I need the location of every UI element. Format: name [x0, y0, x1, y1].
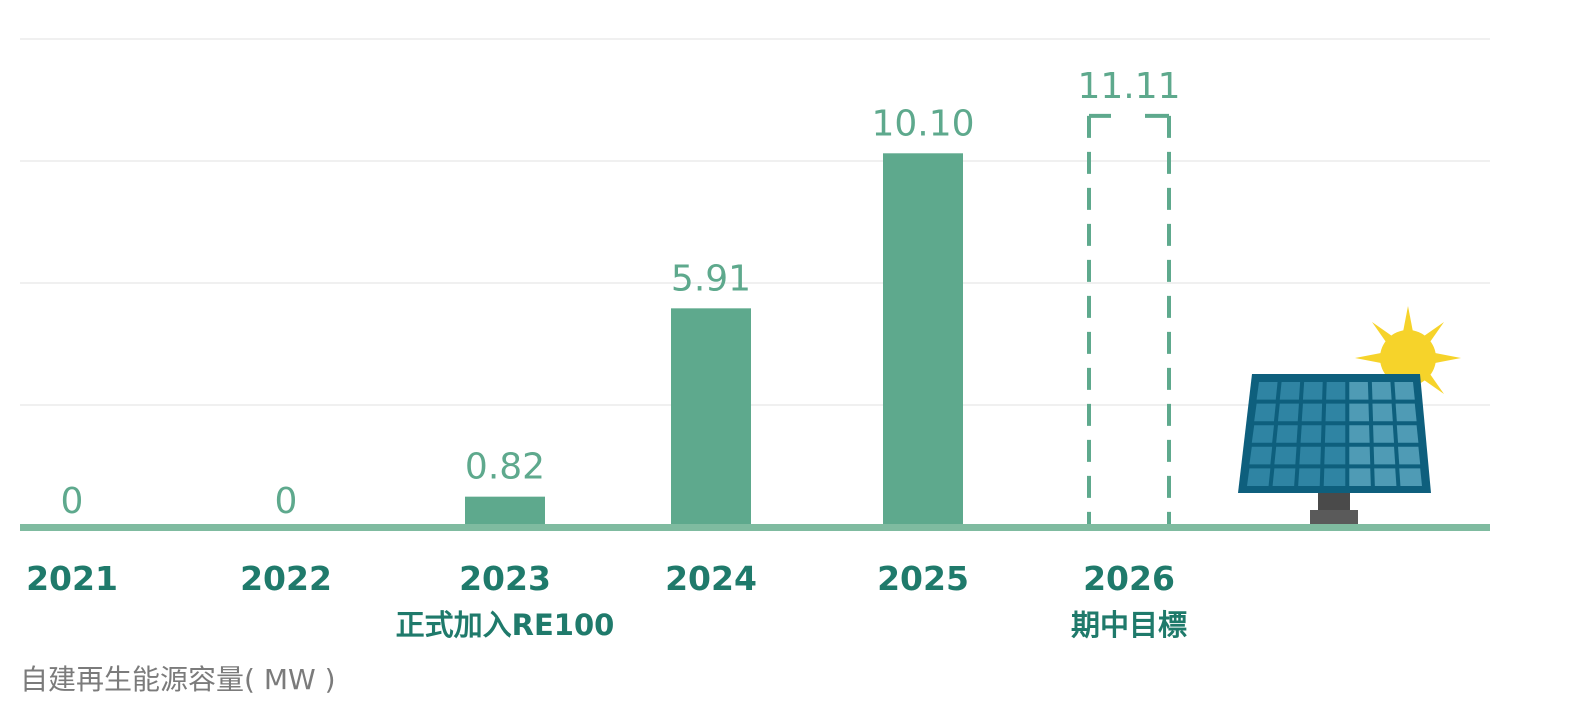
data-label: 0 — [61, 481, 84, 522]
panel-cell — [1349, 425, 1370, 443]
panel-cell — [1298, 468, 1321, 486]
annotation-label: 正式加入RE100 — [396, 608, 615, 642]
data-label: 0 — [275, 481, 298, 522]
panel-cell — [1371, 382, 1392, 400]
panel-cell — [1274, 446, 1297, 465]
x-tick-label: 2026 — [1083, 559, 1175, 598]
panel-cell — [1301, 403, 1323, 422]
panel-cell — [1325, 403, 1346, 422]
panel-cell — [1300, 425, 1322, 443]
x-tick-label: 2021 — [26, 559, 118, 598]
panel-cell — [1247, 468, 1271, 486]
panel-cell — [1277, 403, 1299, 422]
panel-cell — [1349, 446, 1371, 465]
annotation-label: 期中目標 — [1071, 608, 1187, 642]
bars — [465, 153, 963, 528]
panel-cell — [1299, 446, 1321, 465]
solar-panel-icon — [1238, 374, 1431, 524]
panel-cell — [1251, 425, 1274, 443]
panel-cell — [1372, 403, 1393, 422]
panel-cell — [1349, 382, 1369, 400]
x-tick-label: 2023 — [459, 559, 551, 598]
panel-cell — [1256, 382, 1278, 400]
panel-cell — [1396, 425, 1419, 443]
baseline — [20, 524, 1490, 531]
panel-cell — [1398, 446, 1421, 465]
data-label: 5.91 — [671, 258, 751, 299]
x-tick-label: 2024 — [665, 559, 757, 598]
panel-cell — [1399, 468, 1422, 486]
panel-cell — [1276, 425, 1298, 443]
data-label: 10.10 — [871, 103, 974, 144]
y-axis-caption: 自建再生能源容量( MW ) — [20, 663, 336, 696]
panel-cell — [1374, 468, 1397, 486]
panel-cell — [1324, 446, 1346, 465]
panel-cell — [1349, 403, 1370, 422]
bar — [671, 308, 751, 527]
panel-cell — [1249, 446, 1273, 465]
x-tick-label: 2022 — [240, 559, 332, 598]
panel-cell — [1373, 425, 1395, 443]
x-axis-baseline — [20, 524, 1490, 531]
labels: 0 2021 0 2022 0.82 2023 5.91 2024 10.10 2025 11.11… — [26, 66, 1187, 642]
panel-cell — [1349, 468, 1371, 486]
panel-cell — [1302, 382, 1323, 400]
bar — [883, 153, 963, 528]
target-markers — [1087, 113, 1171, 527]
panel-cell — [1373, 446, 1396, 465]
bar — [465, 496, 545, 527]
grid-lines — [20, 38, 1490, 406]
panel-cell — [1279, 382, 1301, 400]
data-label: 0.82 — [465, 447, 545, 488]
panel-cell — [1394, 382, 1415, 400]
panel-cell — [1326, 382, 1346, 400]
solar-panel-with-sun-icon — [1238, 306, 1461, 524]
data-label: 11.11 — [1077, 66, 1180, 107]
panel-cell — [1395, 403, 1417, 422]
panel-cell — [1324, 425, 1346, 443]
panel-cell — [1323, 468, 1346, 486]
panel-cell — [1254, 403, 1276, 422]
panel-cell — [1272, 468, 1296, 486]
x-tick-label: 2025 — [877, 559, 969, 598]
